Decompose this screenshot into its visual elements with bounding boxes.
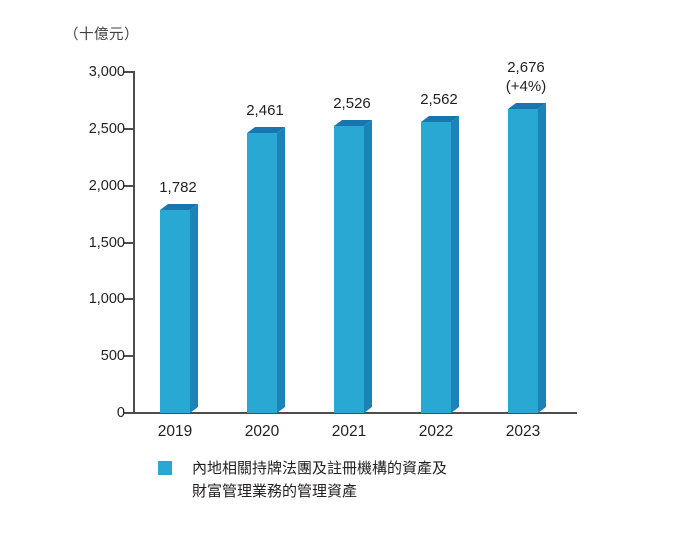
legend-swatch	[158, 461, 172, 475]
bar-2019	[160, 204, 198, 413]
x-axis-label: 2019	[157, 423, 193, 440]
y-tick-label: 1,500	[88, 234, 125, 251]
bar-front-face	[247, 133, 277, 413]
bar-top-face	[421, 116, 459, 122]
bar-front-face	[334, 126, 364, 413]
bar-value-label: 2,461	[246, 102, 284, 119]
y-tick-mark	[124, 355, 133, 358]
bar-value-label: 1,782	[159, 179, 197, 196]
y-tick-label: 3,000	[88, 64, 125, 80]
bar-front-face	[508, 109, 538, 413]
unit-label: （十億元）	[64, 27, 139, 43]
bar-2023	[508, 103, 546, 413]
legend-label-line1: 內地相關持牌法團及註冊機構的資產及	[192, 460, 448, 477]
bar-value-label: 2,562	[420, 91, 458, 108]
bar-side-face	[364, 120, 372, 413]
bar-top-face	[334, 120, 372, 126]
y-axis-line	[133, 71, 135, 414]
legend-label: 內地相關持牌法團及註冊機構的資產及 財富管理業務的管理資產	[192, 457, 447, 503]
legend-label-line2: 財富管理業務的管理資產	[192, 483, 358, 500]
y-tick-label: 2,000	[88, 177, 125, 194]
bar-top-face	[247, 127, 285, 133]
y-tick-mark	[124, 71, 133, 73]
y-tick-mark	[124, 412, 133, 414]
x-axis-label: 2021	[331, 423, 367, 440]
y-tick-label: 0	[116, 405, 125, 421]
y-tick-label: 1,000	[88, 291, 125, 308]
bar-side-face	[190, 204, 198, 413]
y-tick-label: 500	[100, 348, 125, 365]
bar-front-face	[421, 122, 451, 413]
y-tick-label: 2,500	[88, 120, 125, 137]
bar-side-face	[538, 103, 546, 413]
legend: 內地相關持牌法團及註冊機構的資產及 財富管理業務的管理資產	[158, 457, 447, 503]
bar-top-face	[160, 204, 198, 210]
y-tick-mark	[124, 298, 133, 301]
y-tick-mark	[124, 184, 133, 187]
y-tick-mark	[124, 127, 133, 130]
bar-2020	[247, 127, 285, 413]
bar-side-face	[277, 127, 285, 413]
bar-value-label: 2,526	[333, 95, 371, 112]
bar-side-face	[451, 116, 459, 413]
y-tick-mark	[124, 241, 133, 244]
bar-front-face	[160, 210, 190, 413]
bar-2021	[334, 120, 372, 413]
bar-value-label: 2,676 (+4%)	[505, 59, 547, 95]
x-axis-label: 2023	[505, 423, 541, 440]
x-axis-line	[133, 412, 577, 414]
bar-top-face	[508, 103, 546, 109]
x-axis-label: 2022	[418, 423, 454, 440]
bar-2022	[421, 116, 459, 413]
x-axis-label: 2020	[244, 423, 280, 440]
